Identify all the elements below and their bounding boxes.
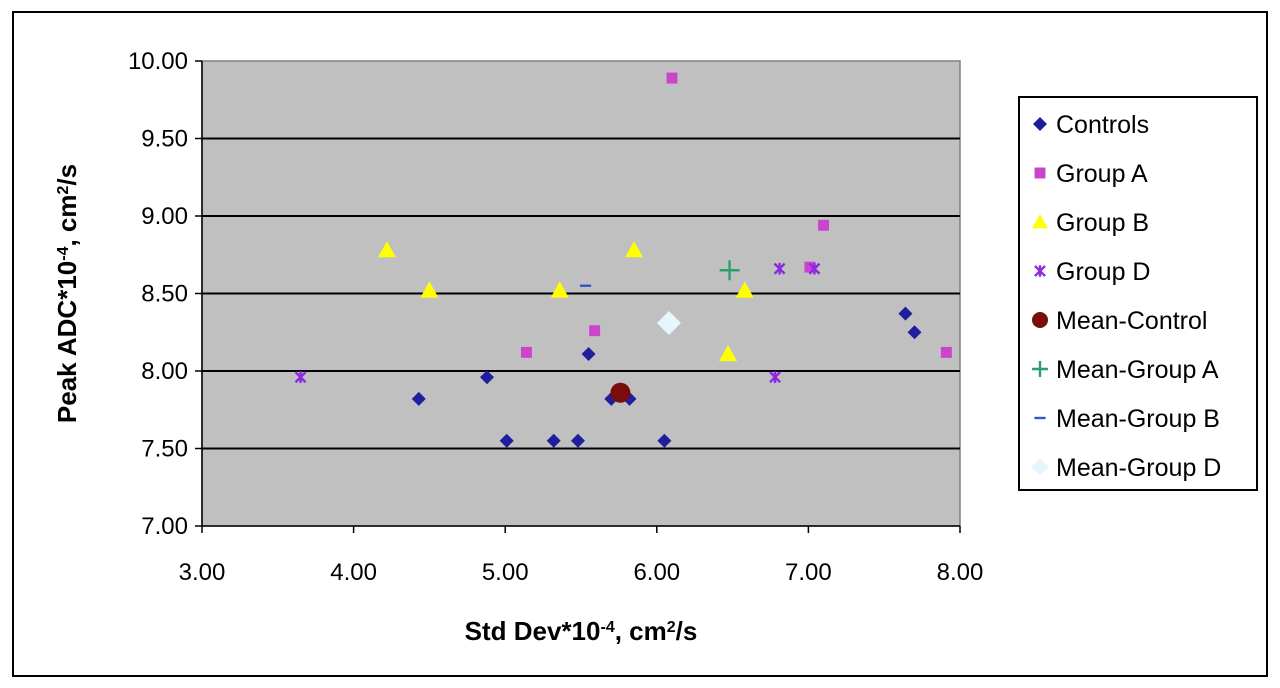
legend-marker [1034,265,1046,277]
legend: Controls Group A Group B Group D Mean-Contro… [1018,96,1258,491]
data-point [589,325,601,337]
x-tick-label: 8.00 [937,559,984,586]
data-point [940,346,952,358]
legend-marker [1034,167,1046,179]
y-axis-title: Peak ADC*10-4, cm2/s [52,164,82,423]
y-tick-label: 8.50 [141,281,188,308]
data-point [570,433,585,448]
legend-label: Mean-Control [1056,307,1207,335]
y-tick-label: 8.00 [141,358,188,385]
legend-label: Mean-Group D [1056,454,1221,482]
legend-marker [1031,458,1049,476]
x-tick-label: 6.00 [633,559,680,586]
data-point [420,281,439,298]
data-point [818,219,830,231]
axes: 7.00 7.50 8.00 8.50 9.00 9.50 10.00 3.00 4.00 5.0… [128,48,983,586]
x-tick-label: 4.00 [330,559,377,586]
series-group-a [520,72,952,358]
y-tick-label: 9.00 [141,203,188,230]
y-tick-label: 7.00 [141,513,188,540]
legend-marker [1032,361,1048,377]
legend-label: Group D [1056,258,1150,286]
data-point [610,382,631,403]
x-tick-label: 3.00 [179,559,226,586]
data-point [546,433,561,448]
data-point [773,262,786,275]
legend-label: Mean-Group B [1056,405,1220,433]
legend-label: Controls [1056,111,1149,139]
legend-label: Group B [1056,209,1149,237]
data-point [581,346,596,361]
y-tick-label: 10.00 [128,48,188,75]
series-mean-group-d [656,310,681,335]
data-point [411,391,426,406]
legend-marker [1032,214,1048,229]
y-tick-label: 9.50 [141,126,188,153]
data-point [377,241,396,258]
x-tick-label: 5.00 [482,559,529,586]
data-point [735,281,754,298]
data-point [808,262,821,275]
series-group-d [294,262,821,384]
x-axis-title: Std Dev*10-4, cm2/s [465,616,698,646]
data-point [656,310,681,335]
series-mean-group-a [719,260,740,281]
x-tick-label: 7.00 [785,559,832,586]
data-point [657,433,672,448]
data-point [907,325,922,340]
data-point [719,344,738,362]
data-point [550,281,569,298]
legend-label: Mean-Group A [1056,356,1219,384]
data-point [520,346,532,358]
series-group-b [377,241,754,362]
data-point [480,370,495,385]
y-tick-label: 7.50 [141,436,188,463]
data-point [898,306,913,321]
data-point [625,241,644,258]
legend-label: Group A [1056,160,1148,188]
data-point [719,260,740,281]
series-mean-control [610,382,631,403]
legend-marker [1033,117,1047,131]
data-point [804,261,816,273]
data-point [666,72,678,84]
data-point [769,371,781,384]
legend-marker [1032,312,1048,328]
data-point [294,371,307,384]
legend-box [1018,96,1258,491]
data-point [499,433,514,448]
plot-area [201,60,961,527]
